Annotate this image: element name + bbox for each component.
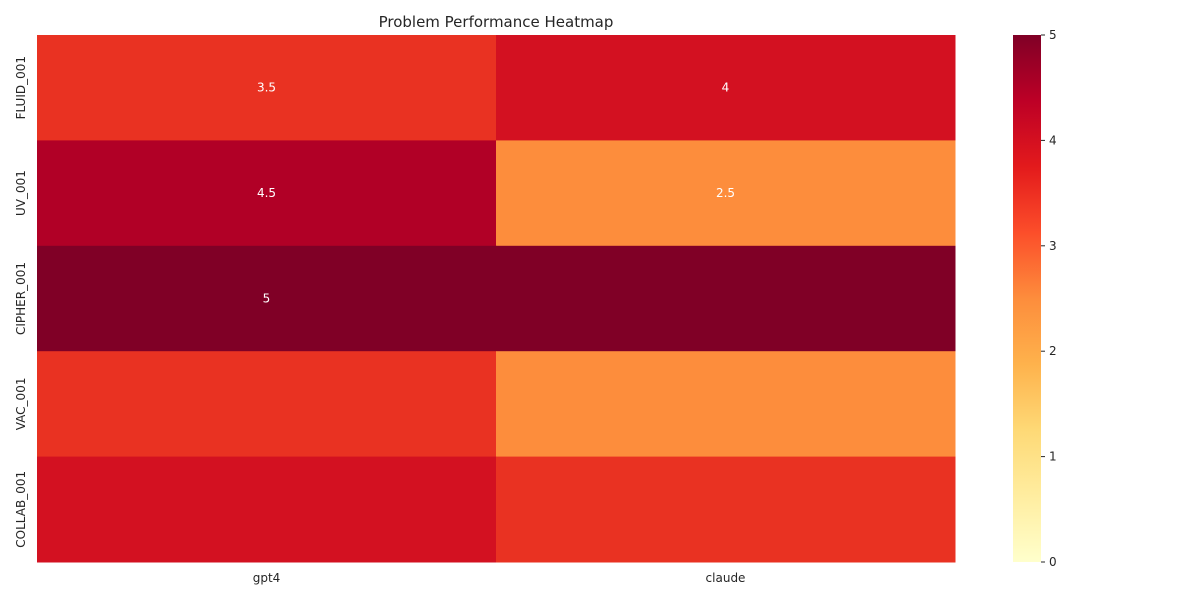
- colorbar-tick-label: 3: [1049, 239, 1057, 253]
- heatmap-cell: [37, 456, 497, 563]
- colorbar-tick-label: 4: [1049, 133, 1057, 147]
- heatmap-cell: [496, 456, 956, 563]
- y-axis: FLUID_001 UV_001 CIPHER_001 VAC_001 COLLAB_0…: [14, 56, 28, 548]
- y-tick-label: UV_001: [14, 170, 28, 216]
- heatmap-cell: [496, 245, 956, 352]
- y-tick-label: COLLAB_001: [14, 471, 28, 548]
- y-tick-label: VAC_001: [14, 378, 28, 431]
- colorbar-tick-label: 0: [1049, 555, 1057, 569]
- cell-value-label: 3.5: [257, 81, 276, 95]
- heatmap-annotations: 3.5 4 4.5 2.5 5: [257, 81, 735, 306]
- x-tick-label: gpt4: [253, 571, 281, 585]
- y-tick-label: CIPHER_001: [14, 262, 28, 335]
- cell-value-label: 4.5: [257, 186, 276, 200]
- heatmap-cell: [37, 140, 497, 247]
- colorbar-gradient: [1013, 35, 1041, 562]
- colorbar: 0 1 2 3 4 5: [1013, 28, 1057, 569]
- heatmap-cell: [496, 35, 956, 141]
- colorbar-tick-label: 2: [1049, 344, 1057, 358]
- heatmap-cell: [37, 245, 497, 352]
- cell-value-label: 4: [722, 81, 730, 95]
- colorbar-tick-label: 5: [1049, 28, 1057, 42]
- x-axis: gpt4 claude: [253, 571, 746, 585]
- cell-value-label: 2.5: [716, 186, 735, 200]
- y-tick-label: FLUID_001: [14, 56, 28, 119]
- heatmap-cells: [37, 35, 956, 563]
- heatmap-cell: [496, 140, 956, 247]
- cell-value-label: 5: [263, 292, 271, 306]
- heatmap-cell: [37, 351, 497, 458]
- heatmap-cell: [37, 35, 497, 141]
- x-tick-label: claude: [706, 571, 746, 585]
- colorbar-tick-label: 1: [1049, 450, 1057, 464]
- chart-title: Problem Performance Heatmap: [379, 13, 614, 31]
- heatmap-cell: [496, 351, 956, 458]
